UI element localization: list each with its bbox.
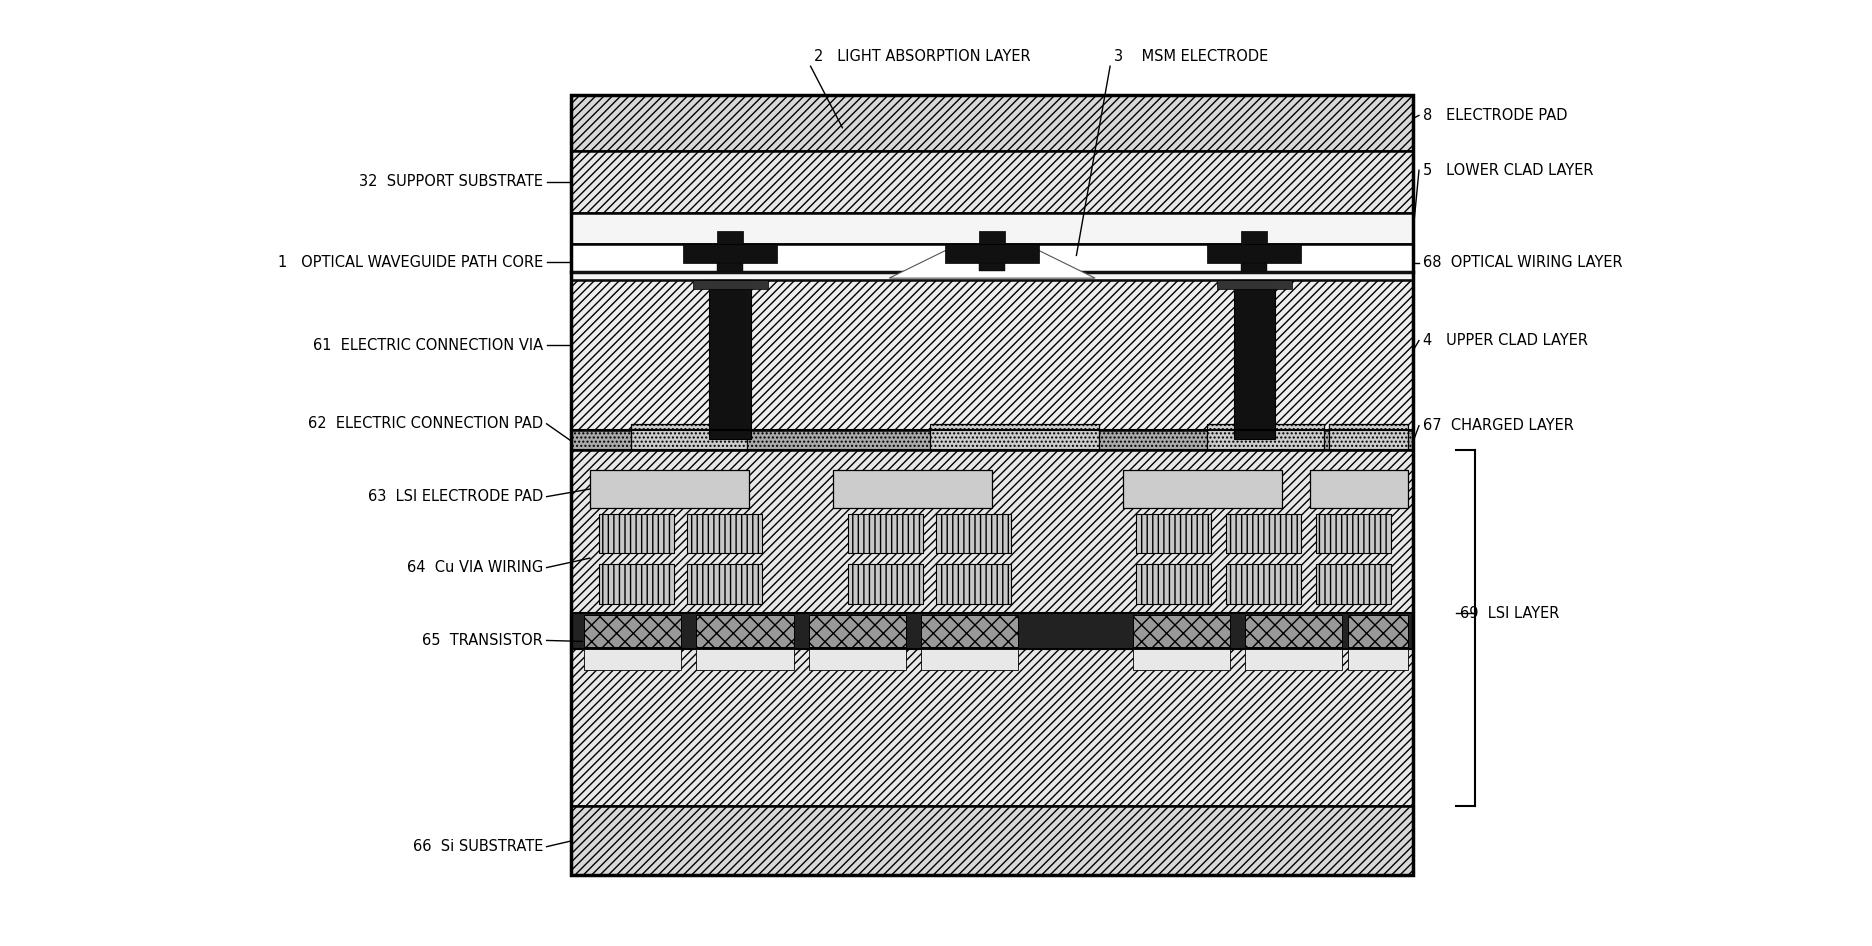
Bar xyxy=(1234,280,1275,439)
Bar xyxy=(571,95,1413,151)
Bar xyxy=(571,213,1413,244)
Text: 65  TRANSISTOR: 65 TRANSISTOR xyxy=(421,633,543,648)
Bar xyxy=(809,649,906,670)
Bar xyxy=(696,649,794,670)
Bar xyxy=(936,564,1011,604)
Bar xyxy=(1316,514,1391,553)
Bar xyxy=(687,564,762,604)
Bar xyxy=(945,244,1039,263)
Text: 62  ELECTRIC CONNECTION PAD: 62 ELECTRIC CONNECTION PAD xyxy=(307,416,543,431)
Bar xyxy=(809,615,906,647)
Bar xyxy=(848,514,923,553)
Bar xyxy=(1136,514,1211,553)
Bar xyxy=(1133,615,1230,647)
Bar xyxy=(1123,470,1282,508)
Bar xyxy=(599,514,674,553)
Bar xyxy=(1348,615,1408,647)
Bar xyxy=(930,424,1099,450)
Bar xyxy=(571,95,1413,875)
Text: 68  OPTICAL WIRING LAYER: 68 OPTICAL WIRING LAYER xyxy=(1423,255,1623,271)
Text: 2   LIGHT ABSORPTION LAYER: 2 LIGHT ABSORPTION LAYER xyxy=(814,49,1031,64)
Bar xyxy=(1316,564,1391,604)
Bar xyxy=(631,424,747,450)
Bar xyxy=(1241,263,1267,271)
Bar xyxy=(848,564,923,604)
Text: 67  CHARGED LAYER: 67 CHARGED LAYER xyxy=(1423,418,1574,433)
Text: 61  ELECTRIC CONNECTION VIA: 61 ELECTRIC CONNECTION VIA xyxy=(313,338,543,353)
Bar xyxy=(921,649,1018,670)
Bar xyxy=(1207,424,1324,450)
Bar xyxy=(1226,514,1301,553)
Bar xyxy=(1245,615,1342,647)
Bar xyxy=(590,470,749,508)
Bar xyxy=(1241,231,1267,244)
Text: 32  SUPPORT SUBSTRATE: 32 SUPPORT SUBSTRATE xyxy=(359,174,543,189)
Bar xyxy=(717,231,743,244)
Bar xyxy=(571,280,1413,430)
Text: 3    MSM ELECTRODE: 3 MSM ELECTRODE xyxy=(1114,49,1267,64)
Bar xyxy=(979,263,1005,271)
Bar xyxy=(584,615,681,647)
Polygon shape xyxy=(889,246,1095,278)
Bar xyxy=(599,564,674,604)
Bar xyxy=(571,430,1413,450)
Bar xyxy=(1329,424,1408,450)
Text: 66  Si SUBSTRATE: 66 Si SUBSTRATE xyxy=(412,839,543,854)
Bar xyxy=(1226,564,1301,604)
Bar xyxy=(693,280,768,289)
Text: 64  Cu VIA WIRING: 64 Cu VIA WIRING xyxy=(406,560,543,575)
Bar xyxy=(584,649,681,670)
Bar xyxy=(571,244,1413,280)
Text: 8   ELECTRODE PAD: 8 ELECTRODE PAD xyxy=(1423,108,1567,123)
Bar xyxy=(921,615,1018,647)
Text: 69  LSI LAYER: 69 LSI LAYER xyxy=(1460,605,1559,621)
Bar xyxy=(687,514,762,553)
Bar xyxy=(571,806,1413,875)
Text: 4   UPPER CLAD LAYER: 4 UPPER CLAD LAYER xyxy=(1423,333,1587,348)
Bar xyxy=(833,470,992,508)
Text: 1   OPTICAL WAVEGUIDE PATH CORE: 1 OPTICAL WAVEGUIDE PATH CORE xyxy=(277,254,543,270)
Bar xyxy=(571,271,1413,280)
Bar xyxy=(1207,244,1301,263)
Bar xyxy=(1245,649,1342,670)
Bar xyxy=(1310,470,1408,508)
Bar xyxy=(571,151,1413,213)
Bar xyxy=(936,514,1011,553)
Bar xyxy=(717,263,743,271)
Bar xyxy=(1348,649,1408,670)
Text: 63  LSI ELECTRODE PAD: 63 LSI ELECTRODE PAD xyxy=(367,489,543,504)
Bar xyxy=(979,231,1005,244)
Bar xyxy=(696,615,794,647)
Bar xyxy=(1133,649,1230,670)
Bar xyxy=(683,244,777,263)
Bar xyxy=(1217,280,1292,289)
Bar xyxy=(571,613,1413,649)
Bar xyxy=(571,450,1413,806)
Bar xyxy=(709,280,751,439)
Text: 5   LOWER CLAD LAYER: 5 LOWER CLAD LAYER xyxy=(1423,163,1593,178)
Bar xyxy=(1136,564,1211,604)
